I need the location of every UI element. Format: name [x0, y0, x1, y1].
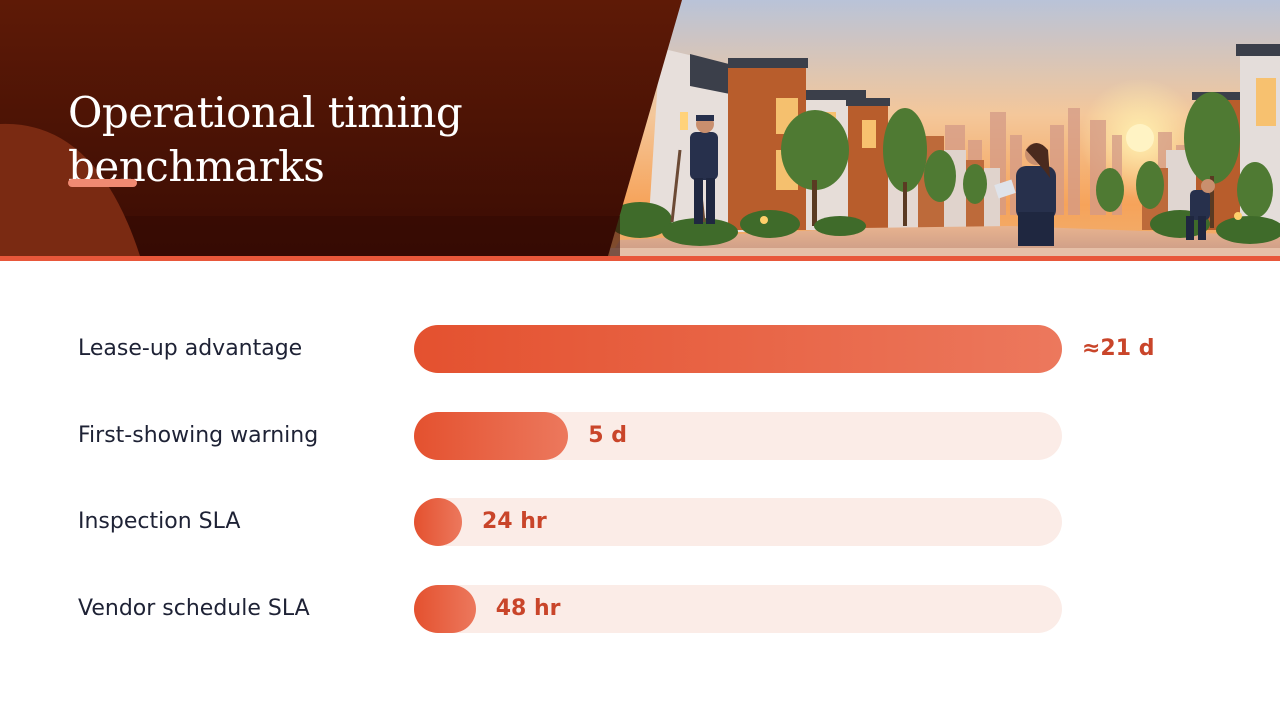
- bar-fill: [414, 411, 569, 460]
- bar-row: Vendor schedule SLA 48 hr: [0, 584, 1280, 633]
- bar-row: Lease-up advantage ≈21 d: [0, 325, 1280, 373]
- bar-category-label: Lease-up advantage: [78, 336, 303, 361]
- bar-value-label: 5 d: [588, 422, 627, 448]
- bar-track: [414, 584, 1062, 633]
- bar-fill: [414, 584, 476, 633]
- neighborhood-illustration: [0, 0, 1280, 256]
- header-banner: Operational timing benchmarks: [0, 0, 1280, 256]
- bar-track: [414, 325, 1062, 373]
- bar-category-label: Vendor schedule SLA: [78, 595, 310, 621]
- bar-row: First-showing warning 5 d: [0, 411, 1280, 460]
- bar-track: [414, 411, 1062, 460]
- header-accent-rule: [0, 256, 1280, 261]
- bar-value-label: 48 hr: [495, 595, 561, 621]
- bar-value-label: 24 hr: [482, 509, 547, 534]
- title-panel: Operational timing benchmarks: [0, 0, 1280, 256]
- bar-category-label: Inspection SLA: [78, 509, 241, 534]
- bar-fill: [414, 325, 1062, 373]
- bar-value-label: ≈21 d: [1082, 336, 1155, 361]
- bar-category-label: First-showing warning: [78, 422, 319, 448]
- page-title: Operational timing benchmarks: [68, 88, 463, 192]
- bar-fill: [414, 498, 462, 546]
- bar-track: [414, 498, 1062, 546]
- title-underline: [68, 179, 137, 187]
- bar-row: Inspection SLA 24 hr: [0, 498, 1280, 546]
